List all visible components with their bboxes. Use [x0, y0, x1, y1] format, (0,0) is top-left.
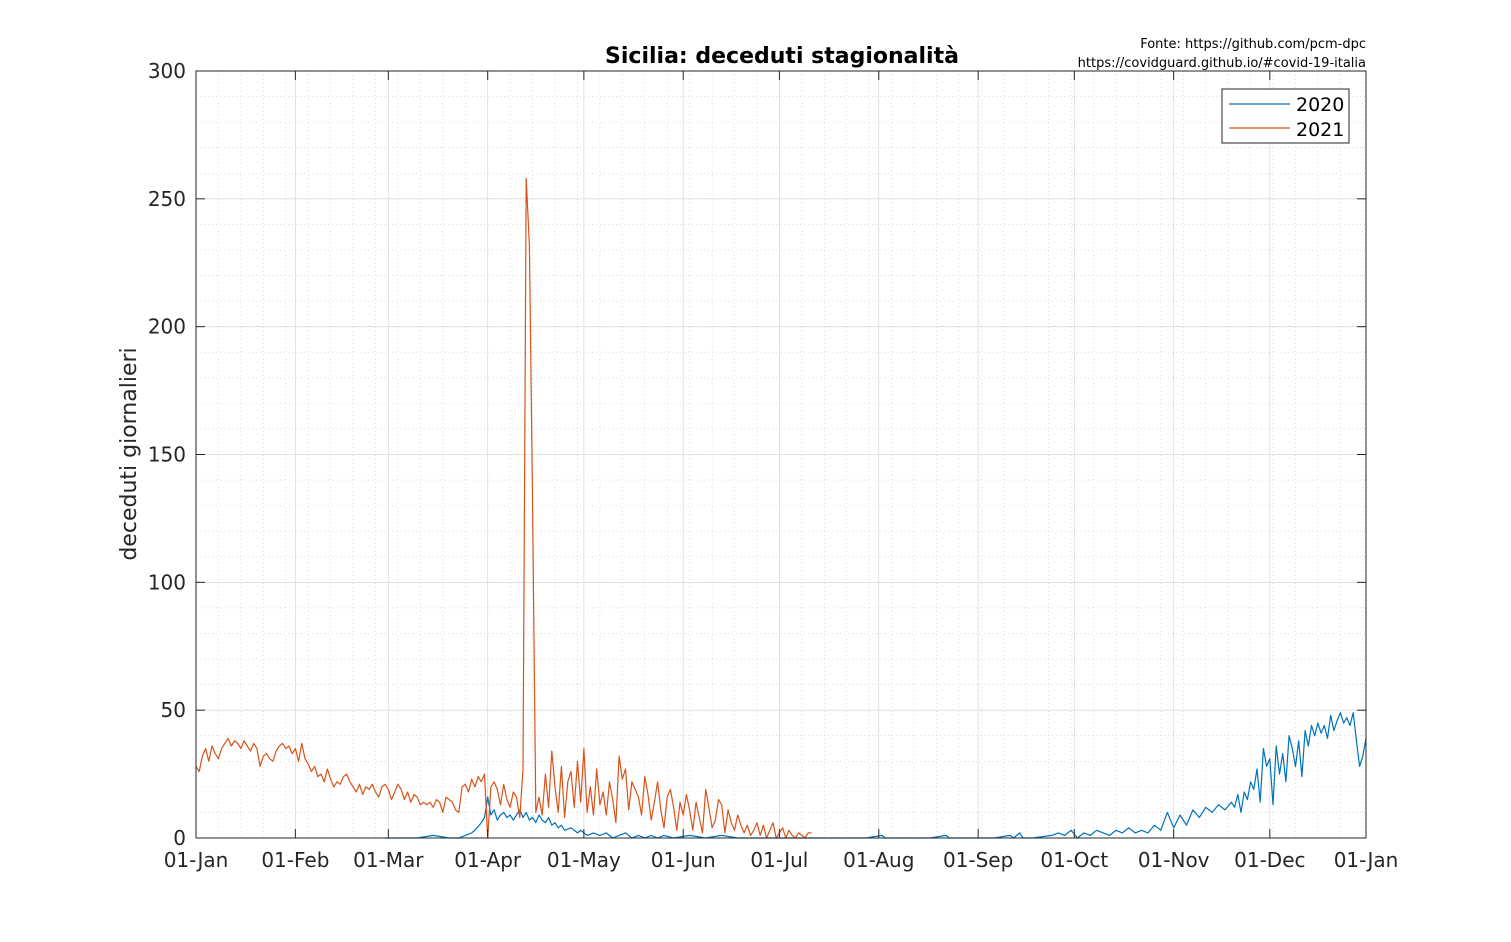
y-tick-label: 50 — [161, 698, 186, 722]
minor-grid — [195, 71, 1366, 838]
x-tick-label: 01-Jan — [1334, 848, 1399, 872]
source-line-1: Fonte: https://github.com/pcm-dpc — [1140, 37, 1366, 52]
y-tick-label: 100 — [148, 570, 186, 594]
legend: 2020 2021 — [1221, 88, 1350, 144]
y-tick-label: 200 — [148, 315, 186, 339]
y-tick-label: 300 — [148, 59, 186, 83]
x-tick-label: 01-Jan — [164, 848, 229, 872]
chart-title: Sicilia: deceduti stagionalità — [605, 44, 959, 69]
x-tick-label: 01-Sep — [943, 848, 1013, 872]
series-line-2021 — [195, 177, 812, 839]
source-line-2: https://covidguard.github.io/#covid-19-i… — [1078, 56, 1366, 71]
x-tick-label: 01-Aug — [843, 848, 914, 872]
y-tick-label: 250 — [148, 187, 186, 211]
x-tick-labels: 01-Jan 01-Feb 01-Mar 01-Apr 01-May 01-Jun 01-J… — [164, 848, 1399, 872]
x-tick-label: 01-Dec — [1234, 848, 1305, 872]
legend-box — [1221, 88, 1350, 144]
x-tick-label: 01-Feb — [261, 848, 329, 872]
x-tick-label: 01-May — [547, 848, 621, 872]
legend-label-2020: 2020 — [1296, 94, 1344, 116]
y-tick-labels: 0 50 100 150 200 250 300 — [148, 59, 186, 850]
y-axis-label: deceduti giornalieri — [117, 347, 142, 560]
x-tick-label: 01-Oct — [1040, 848, 1108, 872]
series-line-2020 — [385, 712, 1367, 839]
series-lines — [195, 177, 1367, 839]
legend-label-2021: 2021 — [1296, 119, 1344, 141]
major-grid — [195, 70, 1367, 839]
y-tick-label: 150 — [148, 443, 186, 467]
axis-ticks — [195, 70, 1367, 839]
x-tick-label: 01-Jul — [750, 848, 808, 872]
x-tick-label: 01-Nov — [1138, 848, 1210, 872]
x-tick-label: 01-Apr — [454, 848, 522, 872]
x-tick-label: 01-Jun — [651, 848, 716, 872]
y-tick-label: 0 — [173, 826, 186, 850]
x-tick-label: 01-Mar — [353, 848, 424, 872]
